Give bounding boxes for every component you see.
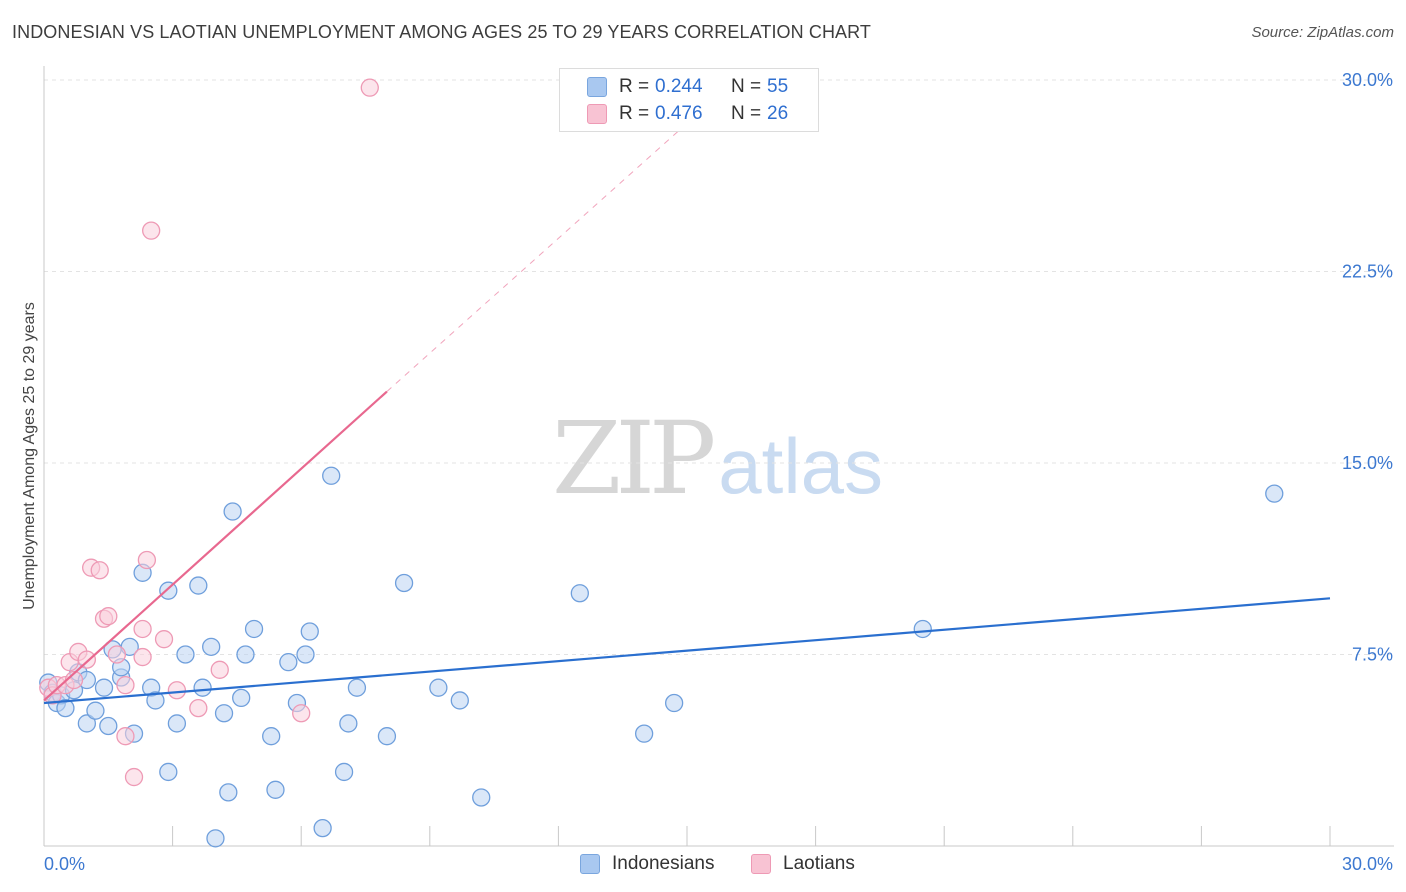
legend-swatch-laotians xyxy=(587,104,607,124)
point-indonesians xyxy=(189,576,208,595)
trend-extension-laotians xyxy=(386,123,688,392)
point-laotians xyxy=(116,727,135,746)
legend-n-label: N = xyxy=(731,103,762,124)
point-indonesians xyxy=(300,622,319,641)
point-laotians xyxy=(107,645,127,664)
point-laotians xyxy=(124,767,144,787)
point-indonesians xyxy=(232,688,251,708)
point-laotians xyxy=(137,550,157,570)
point-indonesians xyxy=(266,780,285,799)
point-indonesians xyxy=(394,573,414,593)
y-tick-label: 7.5% xyxy=(1352,645,1393,665)
point-indonesians xyxy=(262,727,281,746)
point-laotians xyxy=(292,704,311,723)
point-laotians xyxy=(154,630,174,649)
legend-r-label: R = xyxy=(619,76,650,97)
point-indonesians xyxy=(193,678,212,697)
point-indonesians xyxy=(94,678,114,697)
point-laotians xyxy=(189,698,208,718)
watermark: ZIP atlas xyxy=(552,400,883,517)
point-laotians xyxy=(142,221,161,240)
point-indonesians xyxy=(214,704,234,723)
point-indonesians xyxy=(202,637,221,656)
legend-swatch-indonesians xyxy=(587,77,607,97)
point-indonesians xyxy=(347,678,367,697)
point-indonesians xyxy=(206,829,225,848)
point-laotians xyxy=(210,660,229,679)
point-laotians xyxy=(133,619,152,639)
point-indonesians xyxy=(1265,484,1284,503)
series-swatch-laotians xyxy=(751,854,771,874)
legend-n-value: 26 xyxy=(767,103,789,124)
chart-title: INDONESIAN VS LAOTIAN UNEMPLOYMENT AMONG… xyxy=(12,22,872,42)
series-swatch-indonesians xyxy=(580,854,600,874)
legend-r-value: 0.244 xyxy=(655,76,703,97)
point-indonesians xyxy=(472,788,491,807)
point-laotians xyxy=(360,78,379,97)
legend-n-label: N = xyxy=(731,76,762,97)
point-indonesians xyxy=(56,698,75,718)
watermark-zip: ZIP xyxy=(552,400,716,517)
point-indonesians xyxy=(334,762,354,782)
point-indonesians xyxy=(313,818,332,838)
series-label-indonesians: Indonesians xyxy=(612,853,715,874)
series-label-laotians: Laotians xyxy=(783,853,855,874)
correlation-legend: R = 0.244 N = 55 R = 0.476 N = 26 xyxy=(559,68,819,132)
point-indonesians xyxy=(634,724,654,743)
point-indonesians xyxy=(223,502,242,521)
trend-line-laotians xyxy=(43,390,388,702)
point-indonesians xyxy=(377,727,397,746)
point-indonesians xyxy=(236,645,255,664)
point-indonesians xyxy=(99,716,118,736)
point-indonesians xyxy=(664,693,684,713)
point-indonesians xyxy=(339,714,358,733)
point-indonesians xyxy=(167,714,187,733)
point-indonesians xyxy=(159,581,178,600)
point-indonesians xyxy=(159,762,178,782)
legend-r-label: R = xyxy=(619,103,650,124)
legend-n-value: 55 xyxy=(767,76,789,97)
point-laotians xyxy=(167,681,187,700)
y-tick-label: 30.0% xyxy=(1342,70,1393,90)
point-laotians xyxy=(133,647,152,667)
point-indonesians xyxy=(429,678,448,697)
point-indonesians xyxy=(450,691,469,710)
point-laotians xyxy=(116,675,135,695)
source-label: Source: ZipAtlas.com xyxy=(1251,24,1394,41)
point-indonesians xyxy=(146,691,165,710)
point-indonesians xyxy=(244,619,264,639)
point-indonesians xyxy=(322,466,341,485)
point-indonesians xyxy=(279,653,298,672)
y-tick-label: 22.5% xyxy=(1342,262,1393,282)
trend-line-indonesians xyxy=(43,597,1331,705)
point-laotians xyxy=(90,561,109,580)
point-indonesians xyxy=(913,619,932,639)
series-legend: Indonesians Laotians xyxy=(0,852,1406,878)
point-indonesians xyxy=(86,701,105,720)
y-tick-label: 15.0% xyxy=(1342,453,1393,473)
point-indonesians xyxy=(77,714,97,733)
watermark-atlas: atlas xyxy=(718,422,884,510)
point-indonesians xyxy=(570,584,589,603)
point-indonesians xyxy=(176,645,195,664)
x-tick-label: 30.0% xyxy=(1342,854,1393,874)
point-indonesians xyxy=(219,783,238,802)
x-tick-label: 0.0% xyxy=(44,854,85,874)
legend-r-value: 0.476 xyxy=(655,103,703,124)
point-indonesians xyxy=(296,645,315,664)
point-laotians xyxy=(77,650,97,669)
point-laotians xyxy=(99,607,118,626)
